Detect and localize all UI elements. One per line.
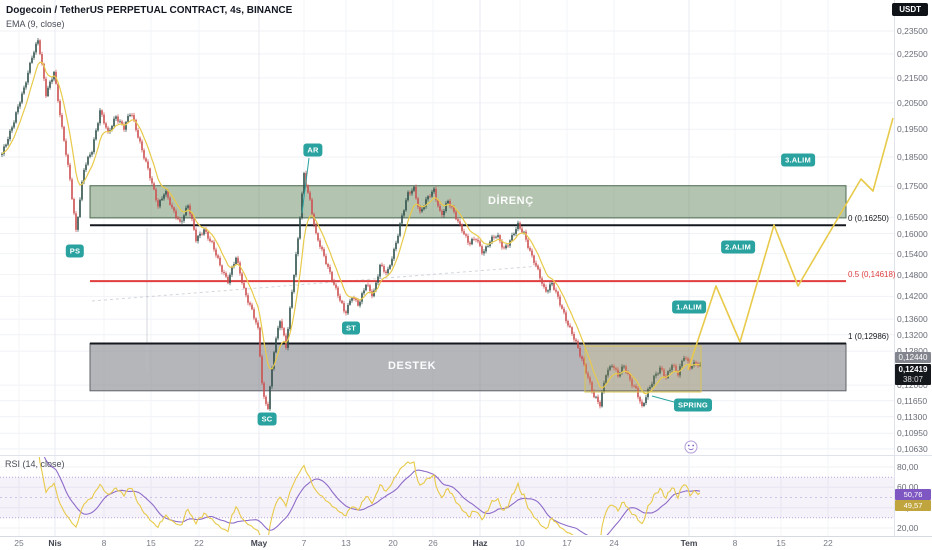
rsi-tick-label: 80,00 [897, 462, 919, 472]
annotation-label-3-alim[interactable]: 3.ALIM [781, 153, 815, 167]
time-tick-label: 15 [146, 538, 156, 548]
price-tick-label: 0,11300 [897, 411, 928, 422]
time-tick-label: 17 [562, 538, 572, 548]
price-tick-label: 0,23500 [897, 26, 928, 36]
annotation-label-1-alim[interactable]: 1.ALIM [672, 300, 706, 314]
last-price-badge: 0,12419 38:07 [895, 364, 931, 385]
annotation-label-ar[interactable]: AR [303, 143, 323, 157]
fib-level-1-label: 1 (0,12986) [848, 332, 889, 342]
price-tick-label: 0,12800 [897, 346, 928, 356]
support-zone-label[interactable]: DESTEK [388, 360, 437, 372]
time-tick-label: 8 [101, 538, 107, 548]
annotation-label-ps[interactable]: PS [65, 244, 85, 258]
rsi-value-badge: 49,57 [895, 500, 931, 511]
rsi-ma-badge: 50,76 [895, 489, 931, 500]
price-tick-label: 0,11650 [897, 395, 928, 406]
price-tick-label: 0,12000 [897, 380, 928, 391]
time-tick-label: 20 [388, 538, 398, 548]
ema-indicator-legend[interactable]: EMA (9, close) [6, 19, 65, 29]
price-tick-label: 0,10950 [897, 428, 928, 439]
time-axis[interactable]: 25 Nis 8 15 22 May 7 13 20 26 Haz 10 17 24 Tem 8 15 22 [0, 537, 932, 550]
annotation-label-st[interactable]: ST [342, 321, 360, 335]
chart-legend: Dogecoin / TetherUS PERPETUAL CONTRACT, … [6, 5, 292, 29]
price-tick-label: 0,22500 [897, 48, 928, 59]
time-tick-label: Tem [680, 538, 698, 548]
price-tick-label: 0,17500 [897, 181, 928, 192]
annotation-label-spring[interactable]: SPRING [674, 398, 712, 412]
candle-countdown: 38:07 [902, 374, 924, 384]
fib-level-05-label: 0.5 (0,14618) [848, 270, 896, 280]
currency-toggle-button[interactable]: USDT [892, 3, 928, 16]
rsi-tick-label: 20,00 [897, 523, 919, 533]
price-tick-label: 0,21500 [897, 72, 928, 83]
price-tick-label: 0,13600 [897, 314, 928, 325]
time-tick-label: 22 [194, 538, 204, 548]
ema-price-badge: 0,12440 [895, 352, 931, 363]
annotation-label-sc[interactable]: SC [257, 412, 277, 426]
time-tick-label: 13 [341, 538, 351, 548]
emoji-sticker-icon[interactable] [684, 440, 698, 454]
price-tick-label: 0,14200 [897, 291, 928, 302]
price-axis[interactable]: 0,23500 0,22500 0,21500 0,20500 0,19500 0,185… [895, 0, 932, 536]
fib-level-0-label: 0 (0,16250) [848, 214, 889, 224]
time-tick-label: May [250, 538, 268, 548]
time-tick-label: 8 [732, 538, 738, 548]
price-tick-label: 0,16500 [897, 212, 928, 223]
time-tick-label: 26 [428, 538, 438, 548]
price-tick-label: 0,19500 [897, 124, 928, 135]
symbol-legend[interactable]: Dogecoin / TetherUS PERPETUAL CONTRACT, … [6, 5, 293, 16]
time-tick-label: 24 [609, 538, 619, 548]
time-tick-label: 7 [301, 538, 307, 548]
price-tick-label: 0,16000 [897, 228, 928, 239]
price-tick-label: 0,20500 [897, 97, 928, 108]
time-tick-label: 15 [776, 538, 786, 548]
price-tick-label: 0,18500 [897, 152, 928, 163]
price-tick-label: 0,15400 [897, 248, 928, 259]
time-tick-label: 25 [14, 538, 24, 548]
price-tick-label: 0,10630 [897, 443, 928, 454]
last-price-value: 0,12419 [898, 365, 928, 374]
time-tick-label: Haz [472, 538, 488, 548]
resistance-zone-label[interactable]: DİRENÇ [488, 195, 534, 207]
time-tick-label: 22 [823, 538, 833, 548]
time-tick-label: Nis [48, 538, 62, 548]
price-tick-label: 0,13200 [897, 329, 928, 340]
time-tick-label: 10 [515, 538, 525, 548]
annotation-label-2-alim[interactable]: 2.ALIM [721, 240, 755, 254]
price-tick-label: 0,14800 [897, 269, 928, 280]
rsi-indicator-legend[interactable]: RSI (14, close) [5, 459, 65, 469]
rsi-tick-label: 60,00 [897, 482, 919, 493]
